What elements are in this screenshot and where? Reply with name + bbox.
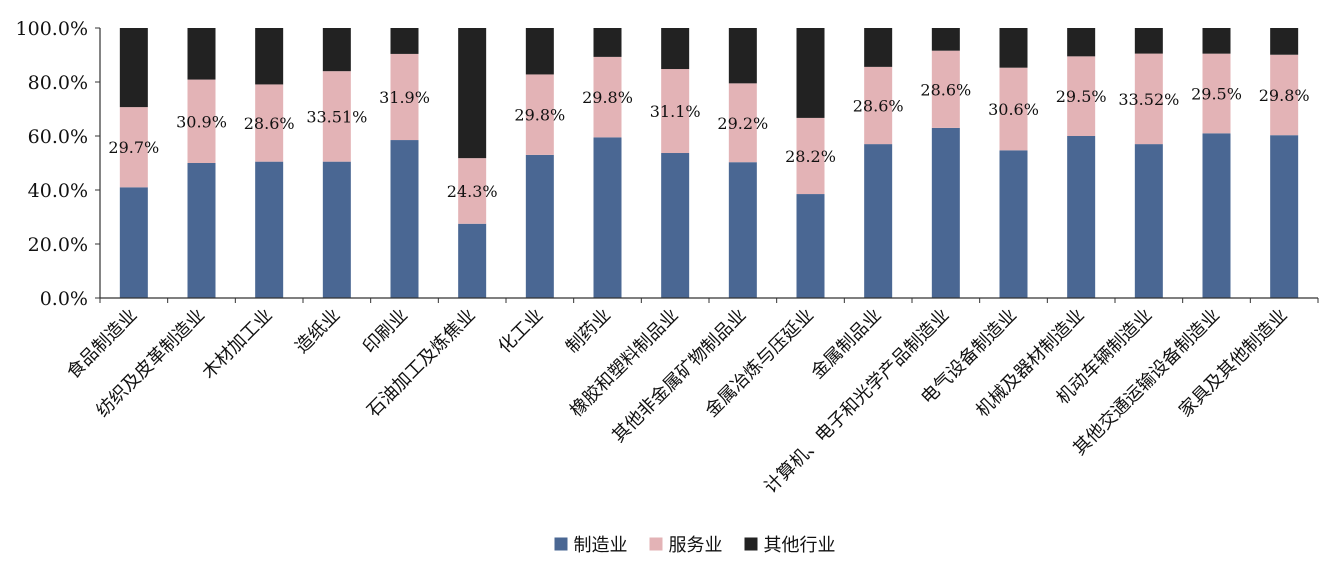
y-tick-label: 80.0%: [28, 72, 88, 94]
bar-segment-manufacturing: [728, 162, 757, 298]
legend-swatch: [744, 537, 758, 551]
bar-segment-manufacturing: [458, 223, 487, 298]
data-label: 29.5%: [1056, 87, 1107, 106]
legend-label: 服务业: [669, 535, 723, 556]
bar-segment-manufacturing: [255, 161, 284, 298]
bar-segment-services: [187, 79, 216, 163]
bar-segment-other: [1134, 28, 1163, 54]
y-tick-label: 60.0%: [28, 126, 88, 148]
legend-swatch: [649, 537, 663, 551]
bar-segment-other: [458, 28, 487, 159]
bar-segment-other: [187, 28, 216, 80]
bar-segment-manufacturing: [119, 187, 148, 298]
data-label: 30.6%: [988, 100, 1039, 119]
data-label: 28.6%: [244, 114, 295, 133]
x-category-label: 造纸业: [291, 305, 344, 358]
data-label: 28.6%: [920, 80, 971, 99]
data-labels: 29.7% 30.9% 28.6% 33.51% 31.9% 24.3% 29.8% 29.8…: [108, 80, 1309, 201]
bar-segment-manufacturing: [187, 163, 216, 298]
y-axis: 0.0% 20.0% 40.0% 60.0% 80.0% 100.0%: [16, 18, 101, 310]
bar-segment-services: [931, 50, 960, 128]
bar-segment-services: [255, 84, 284, 162]
bar-segment-manufacturing: [931, 127, 960, 299]
data-label: 29.2%: [717, 114, 768, 133]
bar-segment-other: [593, 28, 622, 57]
bar-segment-other: [255, 28, 284, 85]
y-tick-label: 20.0%: [28, 234, 88, 256]
data-label: 29.5%: [1191, 84, 1242, 103]
data-label: 30.9%: [176, 112, 227, 131]
data-label: 29.8%: [1259, 86, 1310, 105]
bar-segment-services: [1134, 53, 1163, 145]
bar-segment-manufacturing: [999, 150, 1028, 298]
bar-segment-manufacturing: [796, 194, 825, 298]
bar-segment-services: [1270, 54, 1299, 136]
y-tick-label: 40.0%: [28, 180, 88, 202]
bar-segment-services: [458, 158, 487, 224]
bar-segment-services: [390, 53, 419, 141]
bar-segment-manufacturing: [593, 137, 622, 298]
bar-segment-services: [661, 69, 690, 154]
bar-segment-other: [525, 28, 554, 75]
bar-segment-manufacturing: [1202, 133, 1231, 298]
bars: [119, 28, 1299, 299]
bar-segment-other: [1067, 28, 1096, 57]
data-label: 29.8%: [582, 88, 633, 107]
bar-segment-services: [593, 56, 622, 138]
data-label: 24.3%: [447, 182, 498, 201]
bar-segment-other: [1270, 28, 1299, 55]
data-label: 33.52%: [1118, 90, 1179, 109]
bar-segment-services: [864, 66, 893, 145]
bar-segment-services: [119, 107, 148, 188]
bar-segment-services: [999, 67, 1028, 151]
bar-segment-other: [864, 28, 893, 67]
x-category-label: 印刷业: [359, 305, 412, 358]
bar-segment-manufacturing: [322, 161, 351, 298]
bar-segment-other: [1202, 28, 1231, 54]
bar-segment-services: [796, 117, 825, 195]
data-label: 29.8%: [514, 106, 565, 125]
x-category-label: 其他非金属矿物制品业: [608, 305, 750, 447]
x-category-label: 化工业: [494, 305, 547, 358]
legend-label: 其他行业: [764, 535, 836, 556]
bar-segment-manufacturing: [1270, 135, 1299, 298]
data-label: 31.1%: [650, 102, 701, 121]
data-label: 29.7%: [108, 138, 159, 157]
bar-segment-other: [931, 28, 960, 51]
bar-segment-services: [728, 83, 757, 163]
bar-segment-other: [999, 28, 1028, 68]
y-tick-label: 0.0%: [40, 288, 88, 310]
bar-segment-manufacturing: [1067, 136, 1096, 298]
bar-segment-other: [119, 28, 148, 108]
bar-segment-manufacturing: [864, 144, 893, 298]
bar-segment-services: [322, 71, 351, 162]
bar-segment-manufacturing: [1134, 144, 1163, 298]
bar-segment-other: [796, 28, 825, 118]
bar-segment-manufacturing: [661, 153, 690, 298]
legend-label: 制造业: [574, 535, 628, 556]
bar-segment-other: [728, 28, 757, 84]
legend: 制造业 服务业 其他行业: [554, 535, 836, 556]
y-tick-label: 100.0%: [16, 18, 88, 40]
data-label: 33.51%: [306, 107, 367, 126]
bar-segment-other: [322, 28, 351, 72]
data-label: 28.2%: [785, 147, 836, 166]
bar-segment-other: [661, 28, 690, 70]
bar-segment-services: [525, 74, 554, 155]
bar-segment-services: [1202, 53, 1231, 134]
data-label: 31.9%: [379, 88, 430, 107]
bar-segment-manufacturing: [390, 140, 419, 298]
x-category-label: 木材加工业: [198, 305, 276, 383]
bar-segment-other: [390, 28, 419, 54]
legend-swatch: [554, 537, 568, 551]
bar-segment-manufacturing: [525, 154, 554, 298]
x-category-label: 制药业: [562, 305, 615, 358]
data-label: 28.6%: [853, 96, 904, 115]
bar-segment-services: [1067, 56, 1096, 136]
